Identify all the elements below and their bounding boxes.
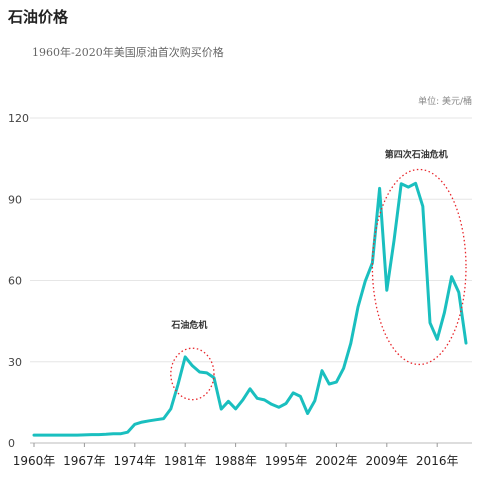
data-point (234, 408, 236, 410)
data-point (386, 289, 388, 291)
x-tick-label: 1995年 (265, 454, 308, 468)
data-point (170, 408, 172, 410)
data-point (407, 186, 409, 188)
series-line-oil-price (32, 181, 468, 437)
data-point (198, 371, 200, 373)
y-axis-ticks: 0 30 60 90 120 (8, 112, 29, 450)
chart-subtitle: 1960年-2020年美国原油首次购买价格 (32, 46, 224, 59)
y-tick-label: 30 (8, 356, 22, 369)
gridlines (30, 117, 472, 444)
data-point (105, 433, 107, 435)
data-point (335, 381, 337, 383)
data-point (443, 312, 445, 314)
data-point (98, 433, 100, 435)
x-axis-ticks: 1960年 1967年 1974年 1981年 1988年 1995年 2002年 2009年… (13, 443, 459, 468)
annotation-ellipse-fourth-oil-crisis (371, 168, 467, 366)
data-point (422, 205, 424, 207)
x-tick-label: 1988年 (214, 454, 257, 468)
data-point (155, 419, 157, 421)
data-point (299, 395, 301, 397)
data-point (285, 402, 287, 404)
y-tick-label: 120 (8, 112, 29, 125)
data-point (119, 433, 121, 435)
data-point (126, 431, 128, 433)
x-tick-label: 2009年 (366, 454, 409, 468)
x-tick-label: 1960年 (13, 454, 56, 468)
data-point (393, 239, 395, 241)
data-point (90, 433, 92, 435)
data-point (306, 412, 308, 414)
data-point (357, 306, 359, 308)
data-point (47, 434, 49, 436)
data-point (378, 187, 380, 189)
data-point (364, 280, 366, 282)
unit-label: 单位: 美元/桶 (418, 95, 472, 107)
data-point (292, 392, 294, 394)
data-point (112, 433, 114, 435)
y-tick-label: 90 (8, 193, 22, 206)
y-tick-label: 0 (8, 437, 15, 450)
data-point (54, 434, 56, 436)
data-point (278, 406, 280, 408)
x-tick-label: 2002年 (315, 454, 358, 468)
data-point (270, 403, 272, 405)
data-point (321, 369, 323, 371)
data-point (414, 182, 416, 184)
data-point (177, 383, 179, 385)
data-point (134, 423, 136, 425)
data-point (350, 342, 352, 344)
data-point (314, 400, 316, 402)
data-point (227, 400, 229, 402)
data-point (33, 434, 35, 436)
data-point (40, 434, 42, 436)
data-point (263, 399, 265, 401)
data-point (328, 383, 330, 385)
data-point (184, 356, 186, 358)
x-tick-label: 2016年 (416, 454, 459, 468)
data-point (162, 417, 164, 419)
data-point (242, 399, 244, 401)
data-point (436, 338, 438, 340)
data-point (148, 420, 150, 422)
data-point (191, 365, 193, 367)
data-point (220, 408, 222, 410)
data-point (69, 434, 71, 436)
x-tick-label: 1967年 (63, 454, 106, 468)
annotation-label-oil-crisis: 石油危机 (170, 319, 207, 331)
data-point (400, 183, 402, 185)
annotation-label-fourth-oil-crisis: 第四次石油危机 (385, 148, 448, 160)
data-point (249, 388, 251, 390)
data-point (465, 342, 467, 344)
annotation-ellipse-oil-crisis (170, 347, 215, 401)
y-tick-label: 60 (8, 275, 22, 288)
chart-title: 石油价格 (8, 8, 69, 26)
data-points (33, 182, 467, 436)
data-point (83, 434, 85, 436)
data-point (141, 421, 143, 423)
data-point (450, 276, 452, 278)
data-point (342, 367, 344, 369)
data-point (206, 372, 208, 374)
data-point (429, 322, 431, 324)
x-tick-label: 1974年 (114, 454, 157, 468)
x-tick-label: 1981年 (164, 454, 207, 468)
data-point (76, 434, 78, 436)
data-point (256, 397, 258, 399)
data-point (458, 291, 460, 293)
data-point (62, 434, 64, 436)
